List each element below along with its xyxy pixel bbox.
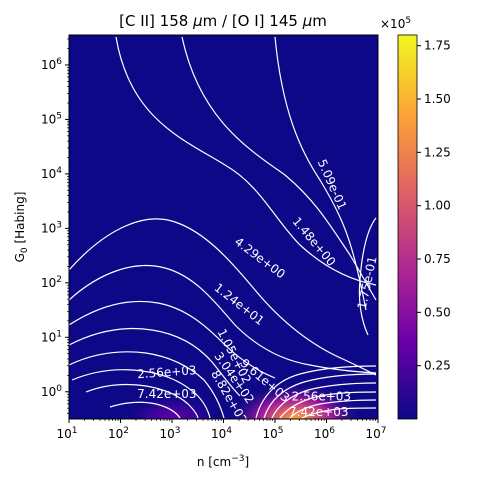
contour-line: [69, 300, 276, 379]
chart-title: [C II] 158 μm / [O I] 145 μm: [119, 12, 327, 30]
contour-line: [271, 382, 377, 419]
plot-area: 5.09e-011.48e+001.75e-014.29e+001.24e+01…: [68, 34, 379, 420]
x-tick-label: 105: [262, 426, 283, 441]
x-tick-label: 101: [56, 426, 77, 441]
y-tick-label: 103: [41, 220, 62, 235]
x-axis-label: n [cm−3]: [197, 454, 249, 469]
heatmap-hotspot: [123, 392, 221, 419]
x-tick-label: 104: [211, 426, 232, 441]
y-axis-label: G0 [Habing]: [13, 192, 30, 263]
heatmap-background: [69, 35, 378, 419]
x-axis: 101 102 103 104 105 106 107: [56, 419, 387, 441]
contour-line: [85, 383, 199, 419]
contour-line: [255, 365, 377, 419]
colorbar-tick-label: 1.25: [424, 145, 451, 159]
colorbar-tick-label: 0.25: [424, 359, 451, 373]
colorbar-gradient: [397, 34, 418, 420]
contour-line: [301, 407, 377, 419]
contour-line: [263, 373, 377, 419]
contour-label: 2.56e+03: [137, 363, 197, 381]
y-tick-label: 104: [41, 166, 62, 181]
colorbar-tick-label: 0.75: [424, 252, 451, 266]
x-tick-label: 103: [159, 426, 180, 441]
contour-label: 2.56e+03: [292, 390, 351, 404]
y-tick-label: 105: [41, 111, 62, 126]
y-tick-label: 102: [41, 275, 62, 290]
colorbar-offset-label: ×105: [380, 16, 411, 31]
x-tick-label: 106: [314, 426, 335, 441]
contour-line: [115, 36, 377, 286]
x-tick-label: 107: [365, 426, 386, 441]
colorbar: 0.25 0.50 0.75 1.00 1.25 1.50 1.75 ×105: [380, 16, 451, 420]
y-axis: 100 101 102 103 104 105 106: [41, 38, 69, 414]
contour-line: [69, 264, 377, 374]
y-tick-label: 101: [41, 329, 62, 344]
contour-line: [109, 401, 181, 419]
contour-label: 7.42e+03: [137, 387, 196, 401]
contour-label: 7.42e+03: [289, 405, 348, 419]
colorbar-tick-label: 1.50: [424, 92, 451, 106]
contour-line: [358, 217, 377, 336]
y-tick-label: 106: [41, 57, 62, 72]
contour-line: [69, 327, 241, 397]
contour-line: [69, 351, 225, 419]
contour-line: [71, 369, 211, 419]
contour-line: [274, 36, 367, 311]
y-tick-label: 100: [41, 384, 62, 399]
colorbar-ticks: 0.25 0.50 0.75 1.00 1.25 1.50 1.75: [417, 39, 451, 373]
colorbar-tick-label: 0.50: [424, 305, 451, 319]
contour-line: [69, 218, 377, 376]
colorbar-tick-label: 1.75: [424, 39, 451, 53]
contour-line: [289, 399, 377, 419]
x-tick-label: 102: [108, 426, 129, 441]
contour-lines: [69, 36, 377, 419]
contour-line: [279, 391, 377, 419]
colorbar-tick-label: 1.00: [424, 199, 451, 213]
